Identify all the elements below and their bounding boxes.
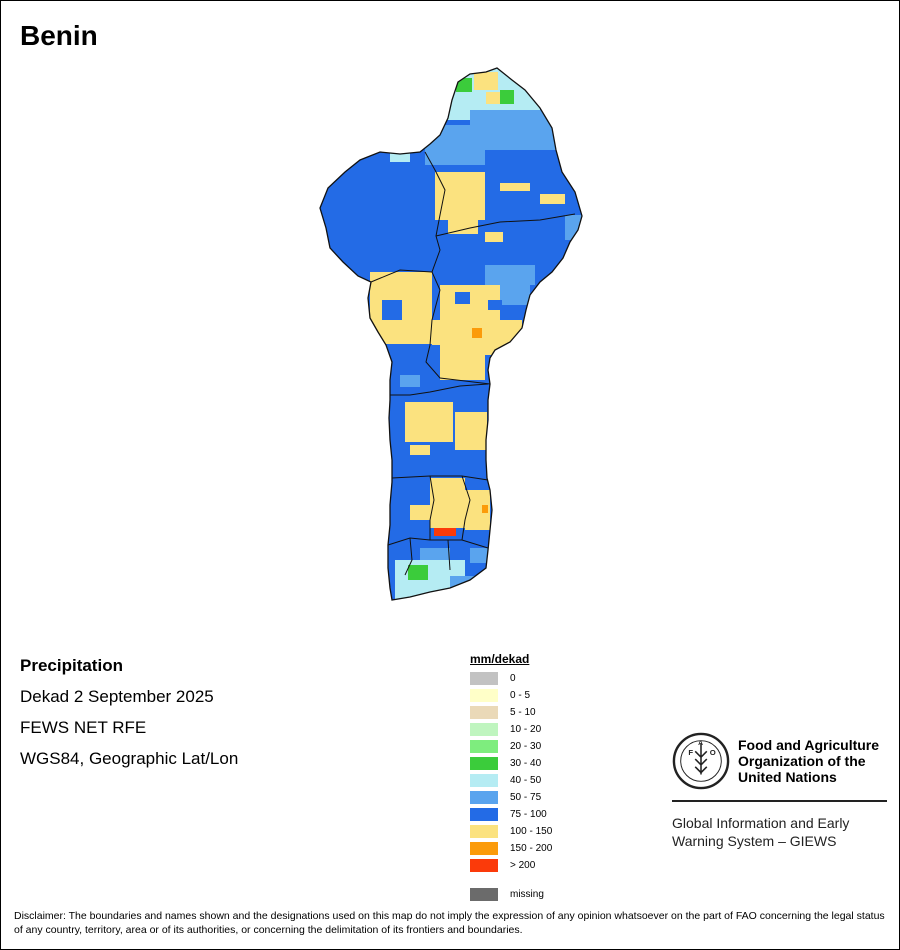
legend-item: 5 - 10 (470, 704, 552, 721)
svg-text:O: O (710, 748, 716, 757)
legend-title: mm/dekad (470, 652, 530, 666)
legend-label: 0 - 5 (510, 690, 531, 701)
legend-swatch (470, 689, 498, 702)
legend-swatch (470, 842, 498, 855)
legend-swatch (470, 740, 498, 753)
legend-swatch (470, 672, 498, 685)
map-info: Precipitation Dekad 2 September 2025 FEW… (20, 656, 238, 780)
legend-item: 10 - 20 (470, 721, 552, 738)
legend-swatch (470, 757, 498, 770)
legend-item: 0 (470, 670, 552, 687)
benin-precipitation-map (319, 67, 583, 601)
legend-item: 0 - 5 (470, 687, 552, 704)
legend-item: 150 - 200 (470, 840, 552, 857)
svg-text:F: F (688, 748, 693, 757)
legend-label: 5 - 10 (510, 707, 536, 718)
legend-item: 20 - 30 (470, 738, 552, 755)
legend-label: 40 - 50 (510, 775, 542, 786)
legend-swatch-missing (470, 888, 498, 901)
legend-label: 20 - 30 (510, 741, 542, 752)
legend-label: 100 - 150 (510, 826, 553, 837)
legend-label: 150 - 200 (510, 843, 553, 854)
fao-logo-block: F O A Food and Agriculture Organization … (672, 732, 892, 850)
legend-item: 50 - 75 (470, 789, 552, 806)
legend: mm/dekad 0 0 - 5 5 - 10 10 - 20 20 - 30 30 - … (470, 652, 552, 903)
svg-text:A: A (698, 740, 703, 747)
legend-swatch (470, 859, 498, 872)
map-area (319, 67, 583, 601)
legend-swatch (470, 808, 498, 821)
department-boundaries (370, 151, 576, 576)
legend-swatch (470, 791, 498, 804)
giews-label: Global Information and Early Warning Sys… (672, 815, 850, 849)
legend-swatch (470, 774, 498, 787)
legend-label: > 200 (510, 860, 536, 871)
fao-name: Food and Agriculture Organization of the… (738, 737, 880, 785)
legend-items: 0 0 - 5 5 - 10 10 - 20 20 - 30 30 - 40 40 - 50… (470, 670, 552, 874)
legend-label: 10 - 20 (510, 724, 542, 735)
legend-label: 30 - 40 (510, 758, 542, 769)
info-source: FEWS NET RFE (20, 718, 147, 737)
legend-item-missing: missing (470, 886, 552, 903)
legend-item: 75 - 100 (470, 806, 552, 823)
legend-item: > 200 (470, 857, 552, 874)
info-heading: Precipitation (20, 656, 123, 675)
disclaimer: Disclaimer: The boundaries and names sho… (14, 910, 885, 936)
legend-label-missing: missing (510, 889, 544, 900)
legend-label: 50 - 75 (510, 792, 542, 803)
legend-item: 30 - 40 (470, 755, 552, 772)
info-projection: WGS84, Geographic Lat/Lon (20, 749, 239, 768)
fao-divider (672, 800, 887, 802)
country-outline (319, 67, 583, 601)
legend-label: 75 - 100 (510, 809, 547, 820)
legend-label: 0 (510, 673, 516, 684)
legend-swatch (470, 706, 498, 719)
legend-item: 40 - 50 (470, 772, 552, 789)
map-title: Benin (20, 20, 98, 51)
info-period: Dekad 2 September 2025 (20, 687, 214, 706)
legend-item: 100 - 150 (470, 823, 552, 840)
fao-emblem-icon: F O A (672, 732, 730, 790)
legend-swatch (470, 825, 498, 838)
legend-swatch (470, 723, 498, 736)
